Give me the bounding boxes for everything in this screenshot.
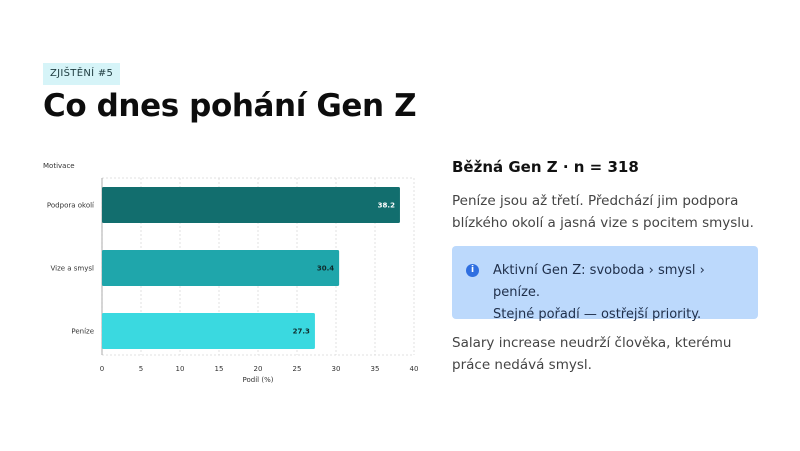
bar-value-label-1: 30.4	[317, 265, 334, 273]
bar-value-label-0: 38.2	[378, 202, 395, 210]
category-labels: Podpora okolí Vize a smysl Peníze	[47, 202, 95, 336]
bar-0	[102, 187, 400, 223]
bar-chart: Motivace 38.2 30.4 27.3 Podpora okolí Vize …	[43, 162, 419, 384]
category-label-0: Podpora okolí	[47, 202, 95, 210]
tick-label-7: 35	[371, 365, 380, 373]
tick-label-1: 5	[139, 365, 143, 373]
tick-label-3: 15	[215, 365, 224, 373]
tick-label-5: 25	[293, 365, 302, 373]
insight-text: Peníze jsou až třetí. Předchází jim podp…	[452, 193, 754, 231]
finding-tag: ZJIŠTĚNÍ #5	[43, 63, 121, 85]
chart-bars: 38.2 30.4 27.3	[102, 187, 400, 349]
info-icon: i	[466, 264, 479, 277]
bar-value-label-2: 27.3	[293, 328, 310, 336]
sample-heading: Běžná Gen Z · n = 318	[452, 158, 639, 176]
bar-1	[102, 250, 340, 286]
category-label-2: Peníze	[71, 328, 94, 336]
tick-labels: 0 5 10 15 20 25 30 35 40	[100, 365, 419, 373]
x-axis-label: Podíl (%)	[243, 376, 274, 384]
callout-box: i Aktivní Gen Z: svoboda › smysl › peníz…	[452, 246, 758, 322]
tick-label-4: 20	[254, 365, 263, 373]
footer-text: Salary increase neudrží člověka, kterému…	[452, 335, 732, 373]
y-axis-label: Motivace	[43, 162, 75, 170]
category-label-1: Vize a smysl	[50, 265, 94, 273]
tick-label-8: 40	[410, 365, 419, 373]
tick-label-6: 30	[332, 365, 341, 373]
tick-label-2: 10	[176, 365, 185, 373]
callout-line-2: Stejné pořadí — ostřejší priority.	[493, 307, 702, 322]
tick-label-0: 0	[100, 365, 104, 373]
callout-line-1: Aktivní Gen Z: svoboda › smysl › peníze.	[493, 263, 705, 300]
callout-text: Aktivní Gen Z: svoboda › smysl › peníze.…	[493, 260, 748, 326]
bar-2	[102, 313, 315, 349]
page-title: Co dnes pohání Gen Z	[43, 88, 417, 124]
